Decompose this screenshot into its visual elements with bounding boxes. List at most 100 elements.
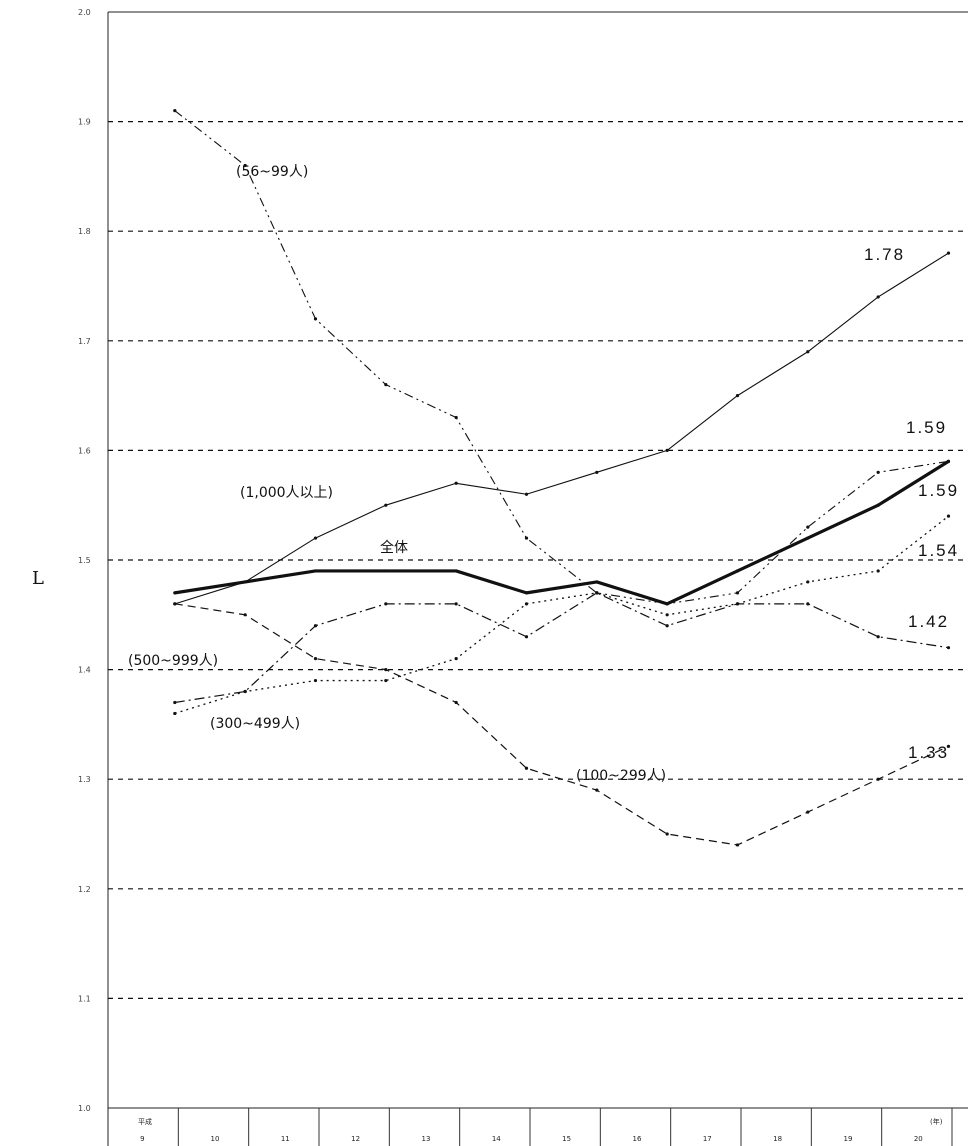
data-point: [454, 602, 458, 606]
data-point: [454, 415, 458, 420]
x-tick-label: 18: [773, 1135, 782, 1143]
data-point: [735, 569, 740, 573]
x-tick-label: 19: [844, 1135, 853, 1143]
x-tick-label: 9: [140, 1135, 144, 1143]
data-point: [946, 514, 951, 518]
y-axis-label: L: [32, 568, 44, 589]
data-point: [595, 591, 599, 595]
data-point: [524, 536, 529, 540]
data-point: [806, 536, 810, 540]
data-point: [313, 536, 318, 540]
axis-layer: L 平成 (年) 1.0 1.1 1.2 1.3 1.4 1.5 1.6 1.7 1.8 1.9 2…: [32, 8, 943, 1143]
y-tick-label: 1.4: [78, 666, 91, 675]
x-tick-label: 14: [492, 1135, 501, 1143]
data-point: [313, 569, 318, 573]
y-tick-label: 1.3: [78, 775, 91, 784]
data-point: [243, 689, 247, 694]
data-point: [173, 109, 177, 113]
data-point: [876, 503, 880, 507]
x-tick-label: 10: [211, 1135, 220, 1143]
x-tick-label: 12: [351, 1135, 360, 1143]
data-point: [665, 613, 669, 617]
x-tick-label: 15: [562, 1135, 571, 1143]
x-tick-label: 13: [422, 1135, 431, 1143]
data-point: [173, 700, 177, 705]
x-unit-label: (年): [930, 1117, 943, 1126]
label-layer: 全体 (1,000人以上) (100~299人) (500~999人) (300~499…: [128, 164, 959, 784]
series-name-label: (100~299人): [576, 768, 666, 784]
x-tick-label: 16: [633, 1135, 642, 1143]
data-point: [454, 481, 458, 485]
y-tick-label: 1.7: [78, 337, 91, 346]
series-layer: [173, 109, 951, 847]
data-point: [946, 646, 951, 650]
data-point: [946, 459, 951, 463]
series-line: [174, 592, 949, 704]
x-tick-label: 11: [281, 1135, 290, 1143]
end-value-label: 1.59: [918, 481, 959, 500]
data-point: [384, 569, 388, 573]
end-value-label: 1.33: [908, 743, 949, 762]
data-point: [806, 350, 810, 354]
data-point: [876, 777, 880, 781]
data-point: [806, 580, 810, 584]
data-point: [243, 163, 247, 168]
y-tick-label: 2.0: [78, 8, 91, 17]
y-tick-label: 1.0: [78, 1104, 91, 1113]
data-point: [735, 843, 740, 847]
series-line: [174, 515, 949, 715]
data-point: [735, 602, 740, 606]
data-point: [665, 602, 669, 606]
data-point: [173, 591, 177, 595]
data-point: [595, 470, 599, 474]
data-point: [524, 602, 529, 606]
data-point: [806, 810, 810, 814]
data-point: [173, 602, 177, 606]
end-value-label: 1.54: [918, 541, 959, 560]
data-point: [243, 613, 247, 617]
y-tick-label: 1.6: [78, 446, 91, 455]
data-point: [806, 525, 810, 529]
y-tick-label: 1.9: [78, 118, 91, 127]
data-point: [876, 635, 880, 639]
series-name-label: (56~99人): [236, 164, 308, 180]
y-tick-label: 1.8: [78, 227, 91, 236]
series-name-label: (1,000人以上): [240, 485, 333, 501]
x-era-label: 平成: [138, 1117, 152, 1126]
data-point: [384, 602, 388, 606]
data-point: [454, 700, 458, 705]
data-point: [384, 678, 388, 683]
data-point: [313, 678, 318, 683]
data-point: [524, 492, 529, 496]
data-point: [384, 668, 388, 672]
data-point: [665, 832, 669, 836]
end-value-label: 1.42: [908, 612, 949, 631]
data-point: [173, 711, 177, 716]
series-name-label: (300~499人): [210, 716, 300, 732]
series-line: [174, 460, 950, 606]
y-tick-label: 1.1: [78, 994, 91, 1003]
data-point: [313, 657, 318, 661]
end-value-label: 1.78: [864, 245, 905, 264]
data-point: [384, 383, 388, 387]
data-point: [384, 503, 388, 507]
y-tick-label: 1.2: [78, 885, 91, 894]
series-line: [174, 603, 949, 846]
x-tick-label: 17: [703, 1135, 712, 1143]
data-point: [524, 766, 529, 770]
y-tick-label: 1.5: [78, 556, 91, 565]
data-point: [454, 657, 458, 661]
data-point: [243, 580, 247, 584]
data-point: [735, 394, 740, 398]
data-point: [313, 624, 318, 628]
data-point: [313, 317, 318, 321]
data-point: [665, 624, 669, 628]
data-point: [876, 470, 880, 474]
data-point: [735, 591, 740, 595]
x-tick-label: 20: [914, 1135, 923, 1143]
series-name-label: (500~999人): [128, 653, 218, 669]
data-point: [876, 295, 880, 299]
data-point: [946, 744, 951, 748]
series-line: [174, 252, 949, 605]
